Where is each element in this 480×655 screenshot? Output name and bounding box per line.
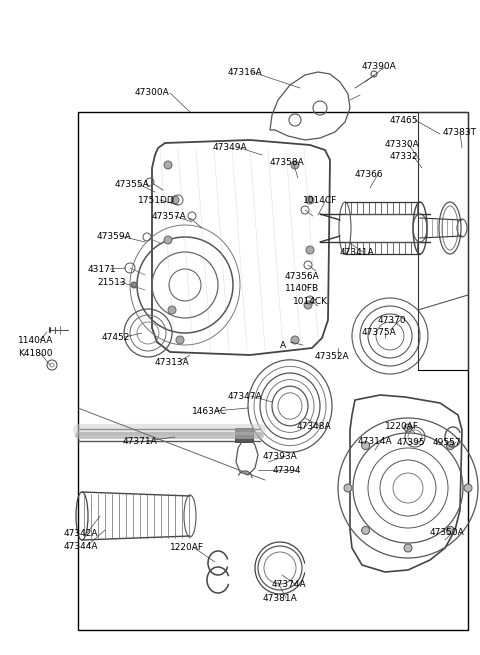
Text: 47371A: 47371A: [123, 437, 158, 446]
Text: 47465: 47465: [390, 116, 419, 125]
Text: K41800: K41800: [18, 349, 52, 358]
Text: 47330A: 47330A: [385, 140, 420, 149]
Text: 1014CK: 1014CK: [293, 297, 328, 306]
Text: 47381A: 47381A: [263, 594, 298, 603]
Circle shape: [171, 196, 179, 204]
Text: 43171: 43171: [88, 265, 117, 274]
Circle shape: [306, 246, 314, 254]
Text: 47344A: 47344A: [64, 542, 98, 551]
Text: 47332: 47332: [390, 152, 419, 161]
Text: 49557: 49557: [433, 438, 462, 447]
Circle shape: [291, 336, 299, 344]
Text: 47342A: 47342A: [64, 529, 98, 538]
Text: 47348A: 47348A: [297, 422, 332, 431]
Text: 1220AF: 1220AF: [170, 543, 204, 552]
Text: 1014CF: 1014CF: [303, 196, 337, 205]
Text: 47395: 47395: [397, 438, 426, 447]
Circle shape: [344, 484, 352, 492]
Text: 47383T: 47383T: [443, 128, 477, 137]
Text: 47347A: 47347A: [228, 392, 263, 401]
Text: 47341A: 47341A: [340, 248, 374, 257]
Circle shape: [291, 161, 299, 169]
Circle shape: [164, 161, 172, 169]
Text: 1220AF: 1220AF: [385, 422, 419, 431]
Text: 47366: 47366: [355, 170, 384, 179]
Text: 47349A: 47349A: [213, 143, 248, 152]
Text: 47357A: 47357A: [152, 212, 187, 221]
Bar: [78, 112, 468, 630]
Text: 47314A: 47314A: [358, 437, 393, 446]
Circle shape: [176, 336, 184, 344]
Circle shape: [131, 282, 137, 288]
Text: 47374A: 47374A: [272, 580, 307, 589]
Bar: [235, 428, 253, 442]
Text: 47394: 47394: [273, 466, 301, 475]
Text: 47452: 47452: [102, 333, 131, 342]
Text: 47393A: 47393A: [263, 452, 298, 461]
Circle shape: [306, 196, 314, 204]
Text: 47356A: 47356A: [285, 272, 320, 281]
Text: 47316A: 47316A: [228, 68, 263, 77]
Circle shape: [361, 441, 370, 449]
Text: 47390A: 47390A: [362, 62, 397, 71]
Text: 47375A: 47375A: [362, 328, 397, 337]
Text: 1751DD: 1751DD: [138, 196, 175, 205]
Text: 47370: 47370: [378, 316, 407, 325]
Text: A: A: [280, 341, 286, 350]
Text: 47350A: 47350A: [430, 528, 465, 537]
Text: 47313A: 47313A: [155, 358, 190, 367]
Circle shape: [164, 236, 172, 244]
Circle shape: [361, 527, 370, 534]
Circle shape: [446, 527, 455, 534]
Text: 1463AC: 1463AC: [192, 407, 227, 416]
Text: 21513: 21513: [97, 278, 126, 287]
Text: 1140AA: 1140AA: [18, 336, 53, 345]
Text: 47358A: 47358A: [270, 158, 305, 167]
Text: 47355A: 47355A: [115, 180, 150, 189]
Text: 47352A: 47352A: [315, 352, 349, 361]
Text: 1140FB: 1140FB: [285, 284, 319, 293]
Circle shape: [168, 306, 176, 314]
Circle shape: [464, 484, 472, 492]
Circle shape: [446, 441, 455, 449]
Text: 47359A: 47359A: [97, 232, 132, 241]
Circle shape: [304, 301, 312, 309]
Circle shape: [404, 544, 412, 552]
Circle shape: [404, 424, 412, 432]
Text: 47300A: 47300A: [135, 88, 170, 97]
